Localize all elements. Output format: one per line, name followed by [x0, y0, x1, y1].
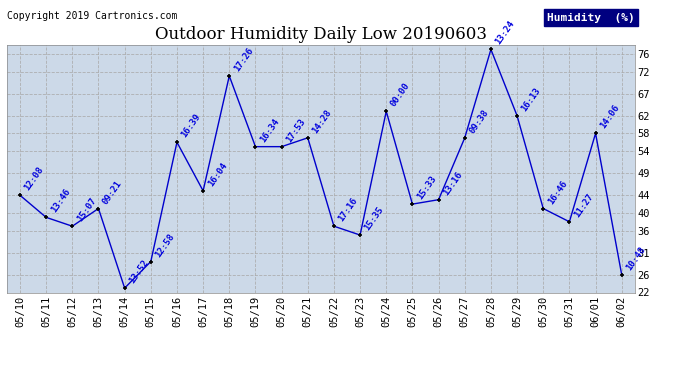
Point: [590, 130, 601, 136]
Text: 13:52: 13:52: [128, 258, 150, 285]
Point: [41, 214, 52, 220]
Text: 13:46: 13:46: [49, 188, 72, 214]
Text: 17:26: 17:26: [232, 46, 255, 73]
Text: 12:58: 12:58: [154, 232, 177, 259]
Title: Outdoor Humidity Daily Low 20190603: Outdoor Humidity Daily Low 20190603: [155, 27, 487, 44]
Text: Humidity  (%): Humidity (%): [547, 13, 635, 23]
Point: [67, 223, 78, 229]
Point: [119, 285, 130, 291]
Point: [460, 135, 471, 141]
Text: 15:35: 15:35: [363, 205, 386, 232]
Text: 17:53: 17:53: [284, 117, 307, 144]
Point: [14, 192, 26, 198]
Text: 17:16: 17:16: [337, 196, 359, 223]
Text: 13:16: 13:16: [442, 170, 464, 197]
Text: 13:24: 13:24: [493, 20, 517, 46]
Point: [328, 223, 339, 229]
Text: Copyright 2019 Cartronics.com: Copyright 2019 Cartronics.com: [7, 11, 177, 21]
Point: [302, 135, 313, 141]
Text: 00:00: 00:00: [389, 81, 412, 108]
Point: [171, 139, 182, 145]
Text: 09:38: 09:38: [468, 108, 491, 135]
Point: [511, 113, 522, 119]
Text: 12:08: 12:08: [23, 165, 46, 192]
Text: 16:46: 16:46: [546, 178, 569, 206]
Text: 14:06: 14:06: [598, 104, 621, 130]
Point: [564, 219, 575, 225]
Point: [197, 188, 208, 194]
Text: 16:04: 16:04: [206, 161, 228, 188]
Point: [146, 259, 157, 265]
Point: [276, 144, 287, 150]
Point: [433, 197, 444, 203]
Text: 11:27: 11:27: [572, 192, 595, 219]
Point: [250, 144, 261, 150]
Point: [538, 206, 549, 212]
Point: [616, 272, 627, 278]
Point: [355, 232, 366, 238]
Point: [93, 206, 104, 212]
Point: [407, 201, 418, 207]
Text: 15:07: 15:07: [75, 196, 98, 223]
Text: 14:28: 14:28: [310, 108, 333, 135]
Point: [381, 108, 392, 114]
Text: 16:13: 16:13: [520, 86, 542, 113]
Text: 16:39: 16:39: [179, 112, 203, 140]
Point: [224, 73, 235, 79]
Text: 15:33: 15:33: [415, 174, 438, 201]
Text: 10:48: 10:48: [624, 245, 647, 272]
Text: 16:34: 16:34: [258, 117, 281, 144]
Point: [485, 46, 496, 53]
Text: 09:21: 09:21: [101, 178, 124, 206]
